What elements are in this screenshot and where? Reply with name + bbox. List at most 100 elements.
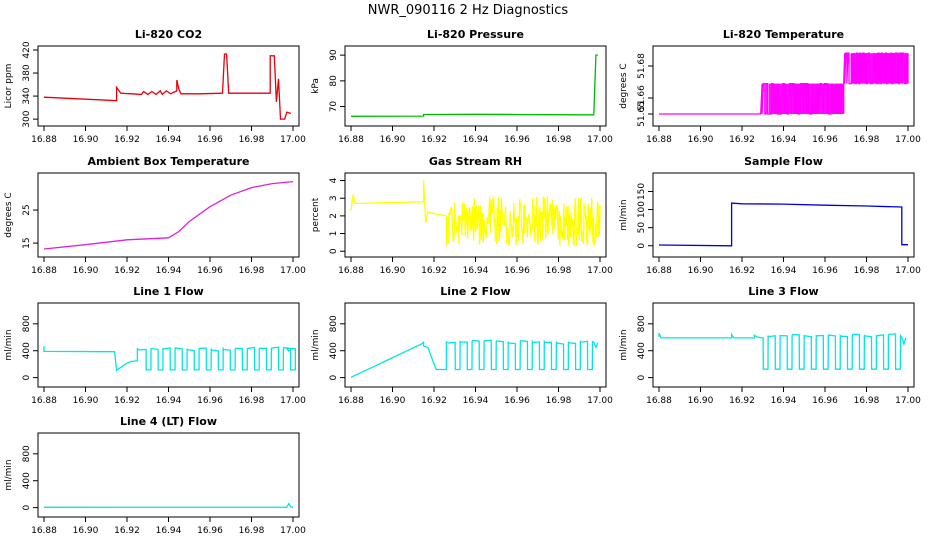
x-tick-label: 16.98 xyxy=(239,135,265,145)
x-tick-label: 16.90 xyxy=(380,396,406,406)
x-tick-label: 16.90 xyxy=(688,135,714,145)
x-tick-label: 16.88 xyxy=(31,266,57,276)
chart-panel: Line 4 (LT) Flow ml/min 16.88 16.90 16.92 16.… xyxy=(4,415,306,536)
y-tick-label: 800 xyxy=(329,315,339,332)
x-tick-label: 16.98 xyxy=(546,266,572,276)
y-axis-label: kPa xyxy=(311,78,321,94)
x-tick-label: 16.88 xyxy=(646,266,672,276)
x-tick-label: 16.98 xyxy=(546,135,572,145)
y-axis-label: percent xyxy=(311,197,321,232)
x-tick-label: 16.94 xyxy=(463,266,489,276)
x-tick-label: 16.88 xyxy=(646,396,672,406)
chart-title: Line 4 (LT) Flow xyxy=(120,415,217,428)
y-tick-label: 380 xyxy=(22,64,32,81)
x-tick-label: 16.88 xyxy=(338,135,364,145)
y-tick-label: 90 xyxy=(329,49,339,61)
y-tick-label: 800 xyxy=(637,315,647,332)
y-tick-label: 80 xyxy=(329,75,339,87)
x-tick-label: 16.94 xyxy=(771,135,797,145)
y-tick-label: 340 xyxy=(22,87,32,104)
y-tick-label: 0 xyxy=(22,504,32,510)
x-tick-label: 16.88 xyxy=(338,266,364,276)
x-tick-label: 16.88 xyxy=(646,135,672,145)
y-axis-label: ml/min xyxy=(311,329,321,360)
y-tick-label: 100 xyxy=(637,201,647,218)
plot-frame xyxy=(652,172,915,258)
x-tick-label: 16.98 xyxy=(854,135,880,145)
x-tick-label: 16.92 xyxy=(114,526,140,536)
x-tick-label: 16.98 xyxy=(239,396,265,406)
series-line xyxy=(350,339,599,378)
x-tick-label: 16.94 xyxy=(156,396,182,406)
x-tick-label: 16.92 xyxy=(114,266,140,276)
x-tick-label: 17.00 xyxy=(587,266,613,276)
x-tick-label: 16.96 xyxy=(812,396,838,406)
x-tick-label: 16.90 xyxy=(73,135,99,145)
x-tick-label: 16.88 xyxy=(338,396,364,406)
figure-title: NWR_090116 2 Hz Diagnostics xyxy=(368,3,569,18)
x-tick-label: 16.94 xyxy=(771,266,797,276)
y-tick-label: 51.68 xyxy=(637,53,647,79)
x-tick-label: 16.90 xyxy=(688,396,714,406)
x-tick-label: 16.96 xyxy=(197,266,223,276)
chart-title: Li-820 Temperature xyxy=(723,28,844,41)
y-tick-label: 3 xyxy=(329,195,339,201)
x-tick-label: 16.96 xyxy=(197,135,223,145)
x-tick-label: 16.92 xyxy=(421,135,447,145)
series-line xyxy=(43,346,297,372)
y-axis-label: degrees C xyxy=(4,192,14,237)
y-tick-label: 800 xyxy=(22,445,32,462)
x-tick-label: 16.90 xyxy=(380,266,406,276)
x-tick-label: 16.88 xyxy=(31,135,57,145)
series-line xyxy=(43,53,292,120)
series-line xyxy=(659,52,909,115)
x-tick-label: 16.96 xyxy=(504,135,530,145)
series-line xyxy=(350,180,601,248)
x-tick-label: 16.96 xyxy=(197,396,223,406)
y-tick-label: 0 xyxy=(637,374,647,380)
y-tick-label: 800 xyxy=(22,315,32,332)
y-tick-label: 51.65 xyxy=(637,101,647,127)
x-tick-label: 16.92 xyxy=(114,135,140,145)
x-tick-label: 16.96 xyxy=(197,526,223,536)
x-tick-label: 16.94 xyxy=(463,396,489,406)
series-line xyxy=(658,332,907,370)
chart-panel: Li-820 CO2 Licor ppm 16.88 16.90 16.92 16.94 1… xyxy=(4,28,306,145)
y-tick-label: 1 xyxy=(329,231,339,237)
chart-title: Li-820 CO2 xyxy=(135,28,202,41)
x-tick-label: 16.96 xyxy=(504,266,530,276)
x-tick-label: 16.98 xyxy=(546,396,572,406)
x-tick-label: 16.90 xyxy=(380,135,406,145)
y-tick-label: 400 xyxy=(637,342,647,359)
plot-frame xyxy=(37,45,300,127)
x-tick-label: 17.00 xyxy=(280,526,306,536)
chart-title: Gas Stream RH xyxy=(429,155,522,168)
x-tick-label: 17.00 xyxy=(280,396,306,406)
x-tick-label: 16.98 xyxy=(854,396,880,406)
chart-panel: Sample Flow ml/min 16.88 16.90 16.92 16.94 16.… xyxy=(619,155,921,276)
chart-title: Li-820 Pressure xyxy=(427,28,524,41)
x-tick-label: 16.92 xyxy=(421,396,447,406)
y-tick-label: 25 xyxy=(22,204,32,215)
x-tick-label: 17.00 xyxy=(895,266,921,276)
x-tick-label: 16.94 xyxy=(771,396,797,406)
chart-panel: Gas Stream RH percent 16.88 16.90 16.92 16.94… xyxy=(311,155,613,276)
y-tick-label: 51.66 xyxy=(637,85,647,111)
y-tick-label: 0 xyxy=(329,248,339,254)
chart-title: Ambient Box Temperature xyxy=(88,155,250,168)
y-axis-label: degrees C xyxy=(619,63,629,108)
x-tick-label: 16.96 xyxy=(812,266,838,276)
chart-panel: Li-820 Pressure kPa 16.88 16.90 16.92 16.94 16… xyxy=(311,28,613,145)
x-tick-label: 16.94 xyxy=(156,266,182,276)
y-tick-label: 70 xyxy=(329,101,339,113)
chart-title: Line 3 Flow xyxy=(748,285,818,298)
x-tick-label: 16.96 xyxy=(812,135,838,145)
x-tick-label: 16.92 xyxy=(729,396,755,406)
x-tick-label: 16.98 xyxy=(239,526,265,536)
chart-title: Line 1 Flow xyxy=(133,285,203,298)
chart-title: Sample Flow xyxy=(744,155,823,168)
plot-frame xyxy=(344,302,607,388)
y-axis-label: ml/min xyxy=(619,329,629,360)
y-tick-label: 300 xyxy=(22,110,32,127)
series-line xyxy=(43,180,294,250)
